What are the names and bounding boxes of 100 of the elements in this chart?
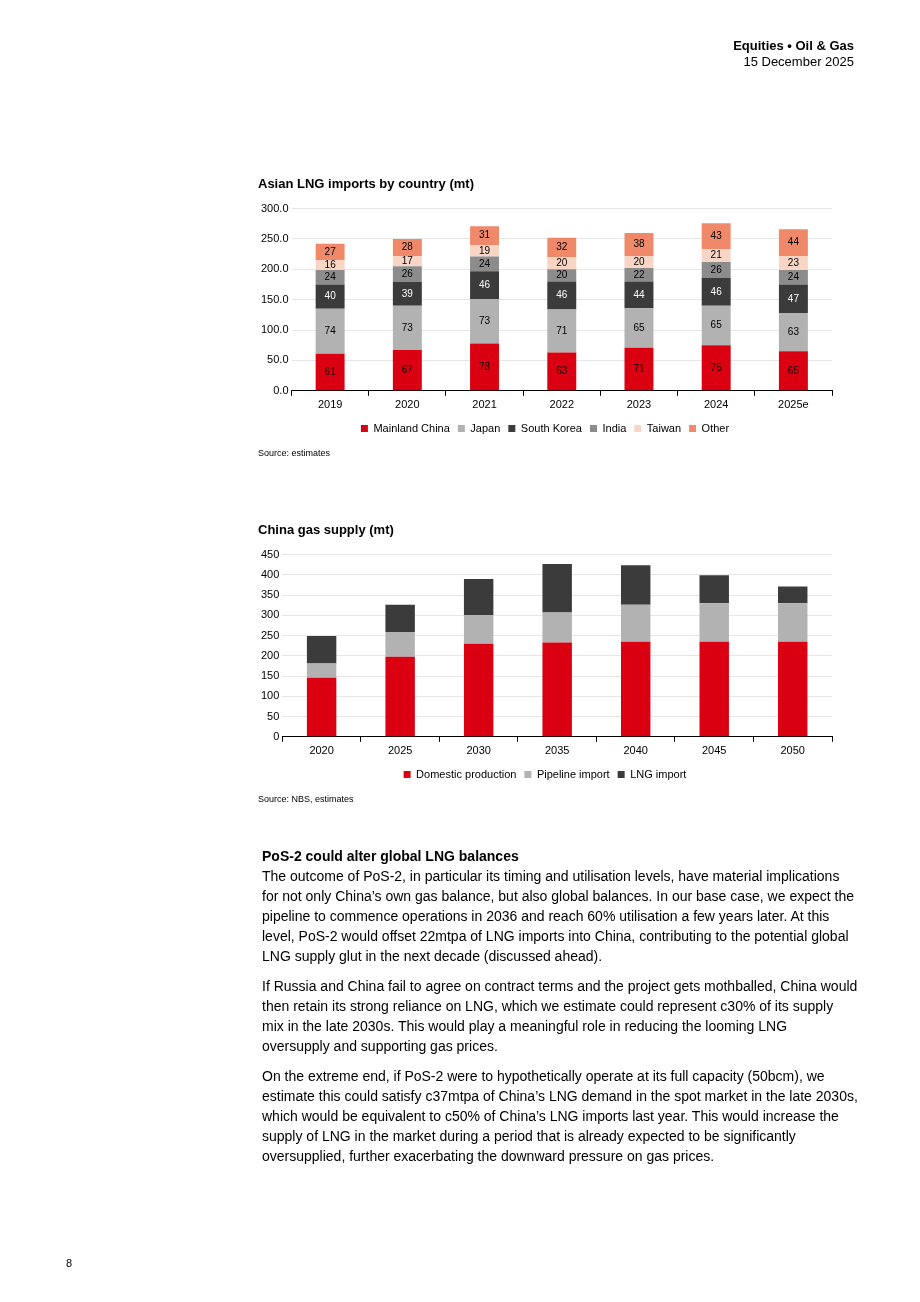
bar (778, 229, 808, 256)
data-label: 65 (633, 321, 645, 333)
legend-label: Taiwan (646, 421, 682, 434)
bar (624, 347, 654, 391)
data-label: 24 (787, 270, 800, 282)
bar (315, 308, 345, 354)
data-label: 46 (710, 285, 723, 297)
x-tick-label: 2022 (549, 398, 575, 411)
chart-title: Asian LNG imports by country (mt) (258, 176, 475, 191)
legend-label: Other (701, 421, 730, 434)
y-tick-label: 50.0 (267, 353, 289, 366)
chart-title: China gas supply (mt) (258, 522, 395, 537)
y-tick-label: 150 (260, 669, 280, 682)
bar (778, 351, 808, 391)
bar (542, 612, 572, 643)
y-tick-label: 100 (260, 689, 280, 702)
x-tick-label: 2021 (472, 398, 497, 411)
bar (778, 313, 808, 352)
data-label: 78 (478, 360, 491, 372)
legend-label: LNG import (630, 767, 687, 780)
legend-label: Domestic production (416, 767, 517, 780)
bar (542, 642, 572, 737)
bar (542, 563, 572, 613)
data-label: 24 (324, 270, 337, 282)
bar (701, 277, 731, 306)
bar (392, 282, 422, 306)
data-label: 22 (633, 268, 645, 280)
text: On the extreme end, if PoS-2 were to hypothetically operate at its full capacity (50bcm), we estimate this could satisfy c37mtpa of China’s LNG demand in the spot market in the late 2030s, which would be equivalent to c50% of China’s LNG imports last year. This would increase the supply of LNG in the market during a period that is already expected to be significantly oversupplied, further exacerbating the downward pressure on gas prices. (262, 1067, 858, 1166)
y-tick-label: 250.0 (261, 232, 289, 244)
bar (701, 223, 731, 250)
x-tick-label: 2020 (395, 398, 420, 411)
bar (470, 271, 500, 300)
bar (315, 269, 345, 285)
bar (547, 352, 577, 391)
y-tick-label: 300 (260, 608, 280, 621)
data-label: 28 (401, 241, 414, 253)
bar (624, 308, 654, 348)
x-tick-label: 2023 (626, 398, 652, 411)
legend-label: South Korea (520, 421, 583, 434)
data-label: 20 (633, 255, 645, 267)
bar (463, 643, 494, 737)
legend-label: India (602, 421, 628, 434)
source-note: Source: estimates (258, 448, 332, 458)
x-tick-label: 2045 (701, 744, 727, 757)
data-label: 61 (324, 365, 337, 377)
data-label: 40 (324, 290, 337, 302)
data-label: 16 (324, 258, 337, 270)
data-label: 44 (787, 236, 800, 248)
x-tick-label: 2040 (623, 744, 648, 757)
bar (778, 284, 808, 314)
source-note: Source: NBS, estimates (258, 794, 355, 804)
x-tick-label: 2025e (778, 398, 809, 411)
y-tick-label: 400 (260, 567, 280, 580)
data-label: 32 (556, 241, 568, 253)
data-label: 20 (556, 269, 568, 281)
bar (620, 604, 651, 642)
data-label: 63 (787, 325, 800, 337)
y-tick-label: 50 (267, 709, 280, 722)
data-label: 27 (324, 245, 337, 257)
y-tick-label: 350 (260, 588, 280, 601)
bar (470, 299, 500, 344)
bar (778, 586, 808, 604)
x-tick-label: 2019 (317, 398, 343, 411)
y-tick-label: 450 (260, 547, 280, 560)
data-label: 39 (401, 287, 414, 299)
x-tick-label: 2020 (309, 744, 334, 757)
bar (392, 305, 422, 351)
data-label: 23 (787, 256, 800, 268)
data-label: 75 (710, 361, 723, 373)
data-label: 31 (478, 229, 491, 241)
bar (385, 604, 415, 632)
data-label: 26 (710, 263, 723, 275)
data-label: 20 (556, 257, 568, 269)
x-tick-label: 2050 (780, 744, 805, 757)
bar (620, 565, 651, 605)
x-tick-label: 2035 (544, 744, 570, 757)
data-label: 67 (401, 363, 414, 375)
y-tick-label: 250 (260, 628, 280, 641)
data-label: 46 (478, 278, 491, 290)
data-label: 47 (787, 292, 800, 304)
text: 15 December 2025 (742, 54, 854, 70)
bar (306, 677, 337, 737)
bar (547, 281, 577, 310)
bar (392, 350, 422, 391)
bar (778, 603, 808, 642)
bar (315, 353, 345, 391)
bar (470, 226, 500, 246)
data-label: 24 (478, 257, 491, 269)
data-label: 44 (633, 288, 645, 300)
x-tick-label: 2024 (703, 398, 729, 411)
y-tick-label: 150.0 (261, 292, 289, 305)
data-label: 38 (633, 238, 645, 250)
bar (699, 575, 729, 604)
bar (701, 345, 731, 391)
data-label: 21 (710, 249, 723, 261)
data-label: 43 (710, 229, 723, 241)
x-tick-label: 2030 (466, 744, 491, 757)
data-label: 26 (401, 267, 414, 279)
y-tick-label: 300.0 (261, 201, 289, 214)
y-tick-label: 0 (273, 729, 280, 742)
